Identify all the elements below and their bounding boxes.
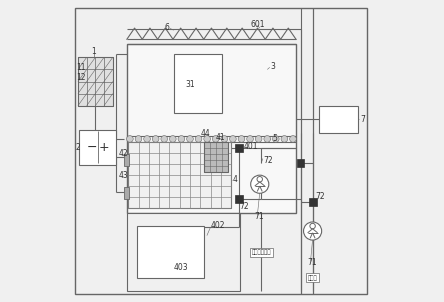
Circle shape bbox=[289, 136, 296, 142]
Text: 72: 72 bbox=[263, 156, 273, 165]
Text: 403: 403 bbox=[174, 263, 188, 272]
Circle shape bbox=[195, 136, 202, 142]
Circle shape bbox=[273, 136, 279, 142]
Circle shape bbox=[135, 136, 142, 142]
Circle shape bbox=[170, 136, 176, 142]
Bar bbox=[319, 106, 358, 133]
Text: 31: 31 bbox=[186, 80, 195, 89]
Circle shape bbox=[247, 136, 254, 142]
Bar bbox=[235, 144, 242, 152]
Bar bbox=[128, 142, 231, 208]
Text: 1: 1 bbox=[91, 47, 96, 56]
Bar bbox=[204, 142, 228, 172]
Bar bbox=[297, 159, 305, 167]
Bar bbox=[79, 130, 116, 165]
Text: 41: 41 bbox=[216, 133, 226, 142]
Bar bbox=[309, 198, 317, 206]
Text: 2: 2 bbox=[75, 143, 80, 152]
Text: 42: 42 bbox=[119, 149, 128, 158]
Text: 71: 71 bbox=[254, 212, 264, 221]
Bar bbox=[127, 213, 240, 291]
Circle shape bbox=[152, 136, 159, 142]
Bar bbox=[127, 44, 296, 213]
Text: 7: 7 bbox=[361, 115, 365, 124]
Text: +: + bbox=[98, 140, 109, 154]
Text: 微生物燃料器: 微生物燃料器 bbox=[251, 249, 271, 255]
Circle shape bbox=[264, 136, 270, 142]
Circle shape bbox=[251, 175, 269, 193]
Bar bbox=[78, 57, 113, 106]
Circle shape bbox=[257, 176, 262, 182]
Text: 601: 601 bbox=[251, 20, 265, 29]
Bar bbox=[235, 195, 242, 203]
Circle shape bbox=[281, 136, 288, 142]
Text: 401: 401 bbox=[243, 142, 258, 151]
Bar bbox=[124, 154, 129, 166]
Bar bbox=[174, 54, 222, 113]
Bar bbox=[138, 226, 204, 278]
Text: 3: 3 bbox=[270, 62, 275, 71]
Text: 72: 72 bbox=[315, 192, 325, 201]
Circle shape bbox=[221, 136, 228, 142]
Text: 12: 12 bbox=[76, 72, 86, 82]
Text: 72: 72 bbox=[239, 202, 249, 211]
Circle shape bbox=[230, 136, 236, 142]
Circle shape bbox=[304, 222, 321, 240]
Text: 5: 5 bbox=[272, 134, 277, 143]
Circle shape bbox=[204, 136, 210, 142]
Bar bbox=[124, 187, 129, 199]
Circle shape bbox=[310, 223, 315, 229]
Text: −: − bbox=[86, 140, 97, 154]
Circle shape bbox=[127, 136, 133, 142]
Circle shape bbox=[255, 136, 262, 142]
Circle shape bbox=[186, 136, 193, 142]
Text: 44: 44 bbox=[201, 129, 210, 138]
Text: 11: 11 bbox=[76, 63, 86, 72]
Circle shape bbox=[178, 136, 185, 142]
Text: 氧化器: 氧化器 bbox=[308, 275, 317, 281]
Text: 402: 402 bbox=[210, 221, 225, 230]
Circle shape bbox=[144, 136, 151, 142]
Text: 43: 43 bbox=[119, 171, 128, 180]
Text: 6: 6 bbox=[165, 23, 170, 32]
Circle shape bbox=[212, 136, 219, 142]
Circle shape bbox=[161, 136, 167, 142]
Text: 71: 71 bbox=[307, 258, 317, 267]
Text: 4: 4 bbox=[233, 175, 238, 184]
Circle shape bbox=[238, 136, 245, 142]
